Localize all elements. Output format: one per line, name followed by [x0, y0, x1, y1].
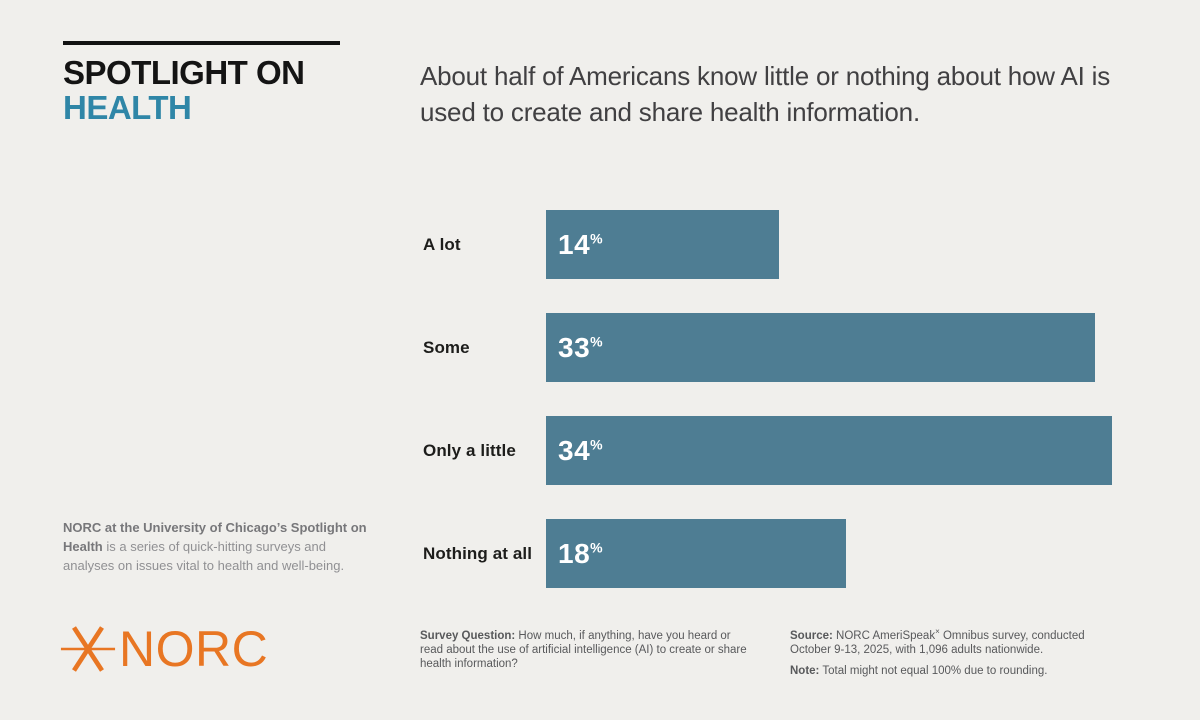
- bar-segment: 14%: [546, 210, 779, 279]
- norc-logo: NORC: [60, 624, 268, 674]
- brand-rule: [63, 41, 340, 45]
- survey-question-label: Survey Question:: [420, 630, 516, 642]
- percent-sign: %: [590, 230, 604, 247]
- bar-value-label: 18%: [558, 537, 604, 569]
- bar-segment: 34%: [546, 416, 1112, 485]
- source-text-post: Omnibus survey, conducted October 9-13, …: [790, 630, 1085, 656]
- category-label: Only a little: [423, 440, 516, 460]
- percent-sign: %: [590, 333, 604, 350]
- bar-value-label: 14%: [558, 228, 604, 260]
- about-text: NORC at the University of Chicago’s Spot…: [63, 518, 375, 575]
- percent-sign: %: [590, 539, 604, 556]
- percent-sign: %: [590, 436, 604, 453]
- brand-kicker: SPOTLIGHT ON HEALTH: [63, 55, 305, 125]
- chart-row: Some 33%: [423, 313, 1163, 382]
- bar-chart: A lot 14% Some 33% Only a little 34% Nothing a…: [423, 210, 1163, 622]
- kicker-line1: SPOTLIGHT ON: [63, 54, 305, 91]
- category-label: Nothing at all: [423, 543, 533, 563]
- trademark-superscript: ×: [935, 627, 940, 637]
- note-text: Total might not equal 100% due to roundi…: [819, 665, 1048, 677]
- bar-value-label: 34%: [558, 434, 604, 466]
- survey-question-text: How much, if anything, have you heard or…: [420, 630, 747, 670]
- survey-question-footnote: Survey Question: How much, if anything, …: [420, 629, 750, 671]
- source-text-pre: NORC AmeriSpeak: [832, 630, 936, 642]
- source-footnote-block: Source: NORC AmeriSpeak× Omnibus survey,…: [790, 627, 1120, 678]
- category-label: Some: [423, 337, 470, 357]
- norc-star-icon: [60, 624, 116, 674]
- source-label: Source:: [790, 630, 833, 642]
- bar-segment: 18%: [546, 519, 846, 588]
- chart-row: A lot 14%: [423, 210, 1163, 279]
- chart-title: About half of Americans know little or n…: [420, 61, 1111, 127]
- about-rest: is a series of quick-hitting surveys and…: [63, 539, 345, 573]
- chart-row: Only a little 34%: [423, 416, 1163, 485]
- chart-row: Nothing at all 18%: [423, 519, 1163, 588]
- bar-segment: 33%: [546, 313, 1095, 382]
- about-bold: NORC at the University of Chicago’s Spot…: [63, 520, 367, 554]
- kicker-line2: HEALTH: [63, 89, 192, 126]
- source-footnote: Source: NORC AmeriSpeak× Omnibus survey,…: [790, 627, 1120, 657]
- note-footnote: Note: Total might not equal 100% due to …: [790, 664, 1120, 678]
- note-label: Note:: [790, 665, 820, 677]
- norc-logo-text: NORC: [119, 621, 269, 677]
- category-label: A lot: [423, 234, 461, 254]
- bar-value-label: 33%: [558, 331, 604, 363]
